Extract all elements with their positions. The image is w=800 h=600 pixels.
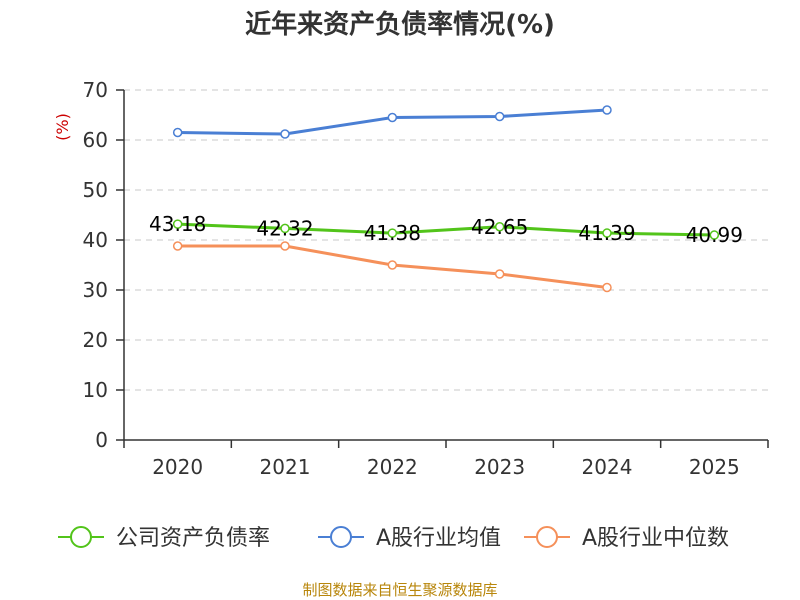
legend-swatch-marker: [70, 526, 92, 548]
data-point: [494, 222, 505, 232]
legend-label: A股行业中位数: [582, 526, 729, 551]
y-tick-label: 40: [83, 228, 108, 252]
x-tick-label: 2022: [367, 455, 418, 479]
legend-swatch-marker: [536, 526, 558, 548]
data-point: [387, 260, 398, 270]
data-point: [602, 228, 612, 238]
data-point: [172, 127, 183, 138]
x-tick-label: 2020: [152, 455, 203, 479]
data-label: 43.18: [149, 212, 206, 236]
y-tick-label: 0: [95, 428, 108, 452]
data-point: [602, 282, 612, 293]
data-label: 42.65: [471, 215, 528, 239]
series-line: [177, 222, 715, 237]
data-label-layer: 43.18 42.32 41.38 42.65 41.39 40.99: [149, 212, 743, 247]
data-point: [172, 219, 183, 229]
y-tick-label: 10: [83, 378, 108, 402]
data-point: [494, 111, 505, 122]
x-tick-label: 2024: [582, 455, 633, 479]
data-point: [280, 129, 290, 139]
x-tick-label: 2021: [260, 455, 311, 479]
y-tick-label: 30: [83, 278, 108, 302]
data-label: 40.99: [686, 223, 743, 247]
grid-layer: [124, 89, 768, 391]
data-label: 41.38: [364, 221, 421, 245]
source-note: 制图数据来自恒生聚源数据库: [302, 581, 497, 599]
y-tick-label: 50: [83, 178, 108, 202]
y-tick-label: 70: [83, 78, 108, 102]
legend: 公司资产负债率 A股行业均值 A股行业中位数: [58, 526, 729, 551]
axis-layer: 0 10 20 30 40 50 60 70 2020 2021 2022 2023 2024 2025: [83, 78, 769, 479]
data-point: [280, 223, 290, 234]
y-tick-label: 20: [83, 328, 108, 352]
legend-label: 公司资产负债率: [116, 526, 270, 551]
data-point: [602, 105, 612, 115]
data-label: 41.39: [578, 221, 635, 245]
data-point: [172, 241, 183, 251]
x-tick-label: 2025: [689, 455, 740, 479]
y-tick-label: 60: [83, 128, 108, 152]
data-point: [387, 228, 398, 238]
data-label: 42.32: [256, 216, 313, 240]
data-point: [387, 112, 398, 123]
data-point: [280, 241, 290, 251]
series-layer: [172, 105, 720, 293]
y-axis-unit: (%): [53, 113, 72, 141]
legend-swatch-marker: [330, 526, 352, 548]
legend-label: A股行业均值: [376, 526, 501, 551]
data-point: [709, 230, 720, 240]
x-tick-label: 2023: [474, 455, 525, 479]
chart-title: 近年来资产负债率情况(%): [245, 9, 555, 40]
data-point: [494, 269, 505, 279]
